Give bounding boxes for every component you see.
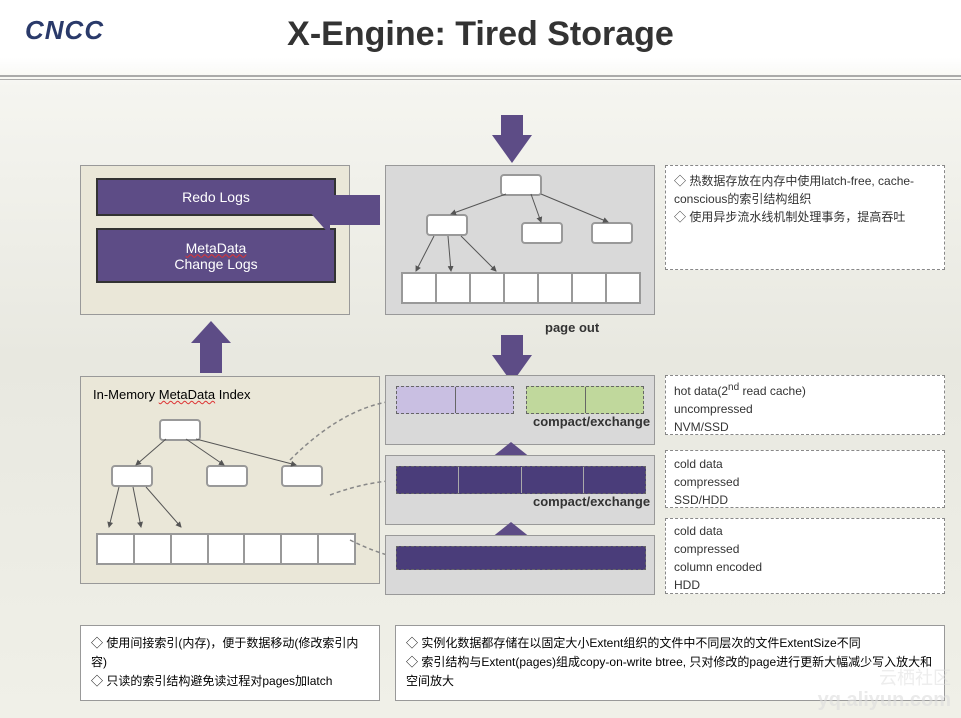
bottom-note-left: ◇ 使用间接索引(内存)，便于数据移动(修改索引内容) ◇ 只读的索引结构避免读… (80, 625, 380, 701)
watermark-cn: 云栖社区 (879, 664, 951, 690)
divider (0, 75, 961, 77)
compact-label-1: compact/exchange (533, 415, 653, 429)
metadata-label-2: Change Logs (174, 256, 257, 272)
tier-hot-panel (385, 375, 655, 445)
cold-block (396, 466, 646, 494)
note-memory: 热数据存放在内存中使用latch-free, cache-conscious的索… (665, 165, 945, 270)
note-line: NVM/SSD (674, 418, 936, 436)
tree-node (521, 222, 563, 244)
cold-block (396, 546, 646, 570)
compact-label-2: compact/exchange (533, 495, 653, 509)
note-line: 热数据存放在内存中使用latch-free, cache-conscious的索… (674, 172, 936, 208)
note-line: ◇ 索引结构与Extent(pages)组成copy-on-write btre… (406, 653, 934, 691)
note-line: column encoded (674, 558, 936, 576)
tree-node (206, 465, 248, 487)
note-line: HDD (674, 576, 936, 594)
watermark-url: yq.aliyun.com (818, 689, 951, 712)
dotted-links (0, 0, 961, 718)
note-line: compressed (674, 540, 936, 558)
note-line: ◇ 只读的索引结构避免读过程对pages加latch (91, 672, 369, 691)
note-tier-cold1: cold data compressed SSD/HDD (665, 450, 945, 508)
tree-node (111, 465, 153, 487)
tree-node (426, 214, 468, 236)
note-line: cold data (674, 522, 936, 540)
note-line: uncompressed (674, 400, 936, 418)
tree-node (281, 465, 323, 487)
arrow-input (492, 135, 532, 163)
note-line: compressed (674, 473, 936, 491)
redo-logs-box: Redo Logs (96, 178, 336, 216)
arrow-up-logs (200, 343, 222, 373)
hot-block-1 (396, 386, 514, 414)
tree-node (591, 222, 633, 244)
divider (0, 79, 961, 80)
mem-index-label: In-Memory MetaData Index (93, 387, 251, 402)
memory-tree-panel (385, 165, 655, 315)
note-tier-cold2: cold data compressed column encoded HDD (665, 518, 945, 594)
note-line: ◇ 使用间接索引(内存)，便于数据移动(修改索引内容) (91, 634, 369, 672)
tree-node (159, 419, 201, 441)
page-cells (96, 533, 356, 565)
hot-block-2 (526, 386, 644, 414)
page-title: X-Engine: Tired Storage (0, 15, 961, 54)
note-line: 使用异步流水线机制处理事务，提高吞吐 (674, 208, 936, 226)
note-line: ◇ 实例化数据都存储在以固定大小Extent组织的文件中不同层次的文件Exten… (406, 634, 934, 653)
memory-index-panel: In-Memory MetaData Index (80, 376, 380, 584)
page-out-label: page out (545, 320, 599, 335)
redo-logs-label: Redo Logs (182, 189, 250, 205)
note-tier-hot: hot data(2nd read cache) uncompressed NV… (665, 375, 945, 435)
metadata-label-1: MetaData (186, 240, 247, 256)
note-line: hot data(2nd read cache) (674, 380, 936, 400)
note-line: cold data (674, 455, 936, 473)
tier-cold1-panel (385, 455, 655, 525)
tier-cold2-panel (385, 535, 655, 595)
arrow-to-logs (330, 195, 380, 225)
page-cells (401, 272, 641, 304)
note-line: SSD/HDD (674, 491, 936, 509)
metadata-logs-box: MetaData Change Logs (96, 228, 336, 283)
tree-node (500, 174, 542, 196)
